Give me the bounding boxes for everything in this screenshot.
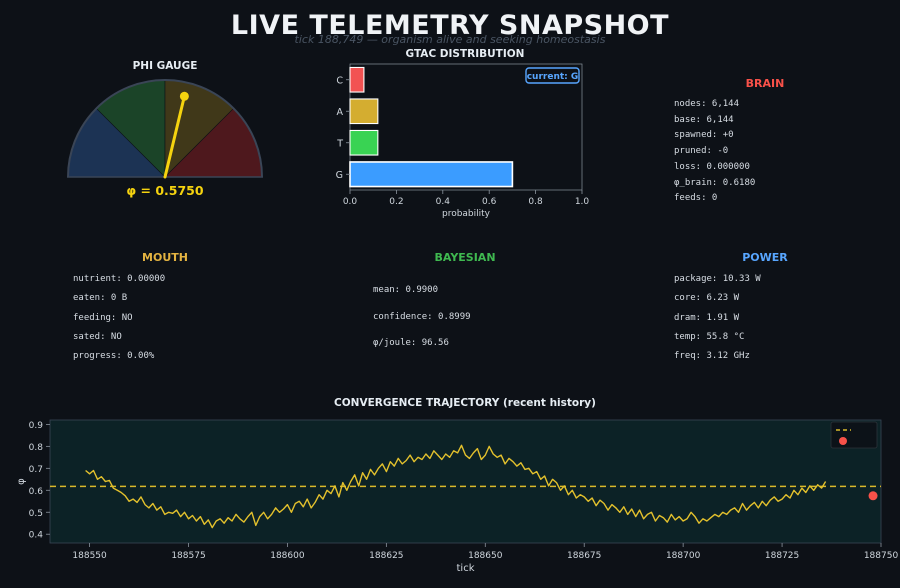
gtac-bar-C — [349, 66, 365, 93]
trajectory-ytick-label: 0.4 — [29, 531, 44, 541]
gauge-needle — [163, 94, 186, 179]
trajectory-xtick-label: 188675 — [567, 551, 601, 561]
trajectory-xtick-label: 188600 — [270, 551, 305, 561]
bayesian-stat: confidence: 0.8999 — [373, 311, 471, 322]
gtac-bar-T — [349, 129, 379, 156]
gtac-current-badge — [525, 67, 580, 84]
gtac-category-label: C — [336, 75, 343, 86]
trajectory-title: CONVERGENCE TRAJECTORY (recent history) — [334, 397, 596, 409]
trajectory-ylabel: φ — [16, 478, 27, 485]
power-title: POWER — [742, 251, 788, 264]
trajectory-ytick-label: 0.8 — [29, 443, 44, 453]
power-stat: dram: 1.91 W — [674, 312, 740, 323]
power-stat: core: 6.23 W — [674, 293, 740, 304]
bayesian-stat: φ/joule: 96.56 — [373, 338, 449, 348]
bayesian-stats: mean: 0.9900 confidence: 0.8999 φ/joule:… — [373, 277, 471, 357]
gtac-xtick-label: 0.0 — [343, 197, 358, 207]
trajectory-xlabel: tick — [457, 563, 475, 574]
gauge-needle-tip — [179, 91, 189, 101]
brain-stat: φ_brain: 0.6180 — [674, 177, 756, 188]
brain-stats: nodes: 6,144 base: 6,144 spawned: +0 pru… — [674, 97, 755, 207]
page-subtitle: tick 188,749 — organism alive and seekin… — [294, 33, 606, 46]
bayesian-title: BAYESIAN — [434, 251, 496, 264]
legend-point-swatch — [839, 437, 847, 445]
gtac-category-label: G — [336, 170, 343, 181]
gtac-current-badge-text: current: G — [527, 72, 579, 82]
phi-gauge — [67, 79, 263, 179]
trajectory-xtick-label: 188700 — [666, 551, 701, 561]
mouth-title: MOUTH — [142, 251, 188, 264]
page-title: LIVE TELEMETRY SNAPSHOT — [230, 10, 670, 41]
trajectory-ytick-label: 0.5 — [29, 509, 43, 519]
power-stats: package: 10.33 W core: 6.23 W dram: 1.91… — [674, 270, 761, 366]
gtac-xtick-label: 0.8 — [528, 197, 543, 207]
gauge-title: PHI GAUGE — [132, 60, 198, 72]
brain-stat: nodes: 6,144 — [674, 99, 740, 109]
power-stat: temp: 55.8 °C — [674, 331, 745, 342]
trajectory-current-point — [868, 491, 878, 501]
brain-stat: feeds: 0 — [674, 193, 718, 204]
mouth-stat: sated: NO — [73, 331, 122, 342]
brain-title: BRAIN — [745, 77, 785, 90]
brain-stat: base: 6,144 — [674, 114, 734, 125]
gtac-xlabel: probability — [442, 209, 491, 219]
trajectory-xtick-label: 188625 — [369, 551, 403, 561]
trajectory-series-line — [85, 444, 827, 529]
trajectory-xtick-label: 188550 — [72, 551, 107, 561]
trajectory-xtick-label: 188725 — [765, 551, 799, 561]
mouth-stats: nutrient: 0.00000 eaten: 0 B feeding: NO… — [73, 270, 165, 366]
power-stat: package: 10.33 W — [674, 274, 761, 284]
mouth-stat: eaten: 0 B — [73, 293, 128, 304]
mouth-stat: nutrient: 0.00000 — [73, 274, 166, 284]
trajectory-ytick-label: 0.7 — [29, 465, 43, 475]
mouth-stat: feeding: NO — [73, 312, 133, 323]
trajectory-plot-area — [49, 419, 882, 544]
gtac-category-label: A — [337, 107, 344, 118]
brain-stat: loss: 0.000000 — [674, 161, 750, 172]
trajectory-ytick-label: 0.6 — [29, 487, 44, 497]
gtac-xtick-label: 1.0 — [575, 197, 590, 207]
brain-stat: pruned: -0 — [674, 146, 729, 157]
gtac-xtick-label: 0.4 — [436, 197, 451, 207]
gtac-chart: 0.0 0.2 0.4 0.6 0.8 1.0 probability G T A C current… — [336, 63, 590, 219]
gauge-zones — [67, 79, 263, 178]
gtac-xtick-label: 0.2 — [389, 197, 403, 207]
trajectory-xtick-label: 188650 — [468, 551, 503, 561]
trajectory-xtick-label: 188750 — [864, 551, 899, 561]
trajectory-ytick-label: 0.9 — [29, 421, 44, 431]
gtac-bar-G — [349, 161, 514, 188]
brain-stat: spawned: +0 — [674, 130, 734, 141]
bayesian-stat: mean: 0.9900 — [373, 285, 439, 295]
trajectory-xtick-label: 188575 — [171, 551, 205, 561]
gauge-value-label: φ = 0.5750 — [126, 183, 204, 198]
trajectory-chart: 188550 188575 188600 188625 188650 188675 1887… — [16, 419, 899, 574]
gtac-title: GTAC DISTRIBUTION — [405, 48, 525, 60]
gtac-xtick-label: 0.6 — [482, 197, 497, 207]
power-stat: freq: 3.12 GHz — [674, 351, 750, 362]
mouth-stat: progress: 0.00% — [73, 351, 155, 362]
gtac-category-label: T — [336, 138, 343, 149]
trajectory-legend — [830, 421, 878, 449]
gtac-bar-A — [349, 98, 379, 125]
gauge-outline — [67, 79, 263, 178]
